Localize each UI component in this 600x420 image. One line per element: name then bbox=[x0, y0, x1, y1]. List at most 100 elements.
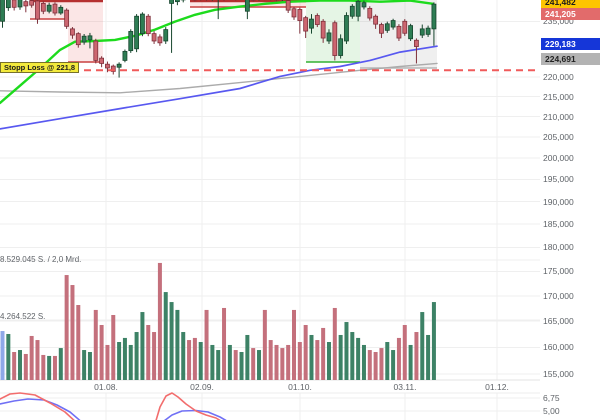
candle-body[interactable] bbox=[390, 20, 396, 28]
volume-bar[interactable] bbox=[87, 352, 92, 380]
volume-bar[interactable] bbox=[140, 312, 145, 380]
candle-body[interactable] bbox=[116, 63, 122, 68]
candle-body[interactable] bbox=[425, 27, 431, 35]
volume-bar[interactable] bbox=[41, 354, 46, 380]
date-tick-label[interactable]: 03.11. bbox=[393, 382, 417, 392]
volume-bar[interactable] bbox=[82, 350, 87, 380]
volume-bar[interactable] bbox=[23, 353, 28, 380]
volume-bar[interactable] bbox=[52, 355, 57, 380]
volume-bar[interactable] bbox=[391, 350, 396, 380]
candle-body[interactable] bbox=[361, 2, 367, 8]
volume-bar[interactable] bbox=[315, 340, 320, 380]
candle-body[interactable] bbox=[373, 15, 379, 25]
volume-bar[interactable] bbox=[426, 334, 431, 380]
volume-bar[interactable] bbox=[338, 334, 343, 380]
candle-body[interactable] bbox=[99, 57, 105, 64]
date-tick-label[interactable]: 01.12. bbox=[485, 382, 509, 392]
volume-bar[interactable] bbox=[6, 333, 11, 380]
volume-bar[interactable] bbox=[128, 344, 133, 380]
volume-bar[interactable] bbox=[192, 337, 197, 380]
volume-bar[interactable] bbox=[99, 324, 104, 380]
volume-bar[interactable] bbox=[76, 305, 81, 380]
volume-bar[interactable] bbox=[134, 332, 139, 380]
candle-body[interactable] bbox=[46, 4, 52, 12]
candle-body[interactable] bbox=[23, 1, 29, 7]
candle-body[interactable] bbox=[93, 40, 99, 61]
volume-bar[interactable] bbox=[122, 337, 127, 380]
volume-bar[interactable] bbox=[262, 309, 267, 380]
candle-body[interactable] bbox=[367, 7, 373, 19]
candle-body[interactable] bbox=[140, 13, 145, 35]
candle-body[interactable] bbox=[151, 33, 157, 42]
volume-bar[interactable] bbox=[111, 314, 116, 380]
volume-bar[interactable] bbox=[361, 344, 366, 380]
candle-body[interactable] bbox=[0, 0, 5, 22]
volume-bar[interactable] bbox=[408, 344, 413, 380]
volume-bar[interactable] bbox=[402, 324, 407, 380]
volume-bar[interactable] bbox=[35, 340, 40, 380]
candle-body[interactable] bbox=[70, 28, 75, 36]
volume-bar[interactable] bbox=[227, 344, 232, 380]
candle-body[interactable] bbox=[355, 0, 361, 17]
volume-bar[interactable] bbox=[431, 302, 436, 380]
candle-body[interactable] bbox=[408, 25, 414, 40]
volume-bar[interactable] bbox=[163, 292, 168, 380]
candle-body[interactable] bbox=[303, 17, 309, 32]
volume-bar[interactable] bbox=[29, 335, 34, 380]
candle-body[interactable] bbox=[402, 20, 408, 34]
volume-bar[interactable] bbox=[216, 350, 221, 380]
volume-bar[interactable] bbox=[251, 348, 256, 380]
volume-bar[interactable] bbox=[297, 342, 302, 380]
candle-body[interactable] bbox=[379, 24, 384, 34]
volume-bar[interactable] bbox=[12, 352, 17, 380]
date-tick-label[interactable]: 01.10. bbox=[288, 382, 312, 392]
volume-bar[interactable] bbox=[396, 337, 401, 380]
candle-body[interactable] bbox=[344, 15, 349, 42]
candle-body[interactable] bbox=[17, 0, 23, 8]
volume-bar[interactable] bbox=[0, 331, 5, 380]
candle-body[interactable] bbox=[414, 39, 419, 47]
candle-body[interactable] bbox=[244, 0, 250, 12]
volume-bar[interactable] bbox=[117, 342, 122, 380]
volume-bar[interactable] bbox=[280, 348, 285, 380]
candle-body[interactable] bbox=[291, 8, 297, 18]
volume-bar[interactable] bbox=[344, 322, 349, 380]
candle-body[interactable] bbox=[64, 9, 70, 27]
volume-bar[interactable] bbox=[367, 350, 372, 380]
candle-body[interactable] bbox=[110, 65, 116, 72]
date-tick-label[interactable]: 02.09. bbox=[190, 382, 214, 392]
candle-body[interactable] bbox=[122, 50, 128, 61]
volume-bar[interactable] bbox=[321, 327, 326, 380]
candle-body[interactable] bbox=[11, 0, 17, 8]
candle-body[interactable] bbox=[163, 29, 169, 42]
volume-bar[interactable] bbox=[373, 352, 378, 380]
candle-body[interactable] bbox=[326, 32, 332, 42]
volume-bar[interactable] bbox=[385, 342, 390, 380]
candle-body[interactable] bbox=[332, 22, 338, 56]
candle-body[interactable] bbox=[349, 5, 355, 17]
candle-body[interactable] bbox=[75, 33, 81, 46]
candle-body[interactable] bbox=[285, 0, 291, 11]
candle-body[interactable] bbox=[320, 20, 326, 39]
candle-body[interactable] bbox=[169, 0, 174, 4]
volume-bar[interactable] bbox=[356, 337, 361, 380]
candle-body[interactable] bbox=[309, 18, 314, 29]
volume-bar[interactable] bbox=[326, 342, 331, 380]
volume-bar[interactable] bbox=[93, 309, 98, 380]
volume-bar[interactable] bbox=[204, 309, 209, 380]
candle-body[interactable] bbox=[297, 9, 303, 21]
candle-body[interactable] bbox=[338, 38, 344, 56]
volume-bar[interactable] bbox=[222, 307, 227, 380]
date-tick-label[interactable]: 01.08. bbox=[94, 382, 118, 392]
candle-body[interactable] bbox=[29, 0, 35, 6]
stop-loss-label[interactable]: Stopp Loss @ 221,8 bbox=[0, 62, 80, 73]
candle-body[interactable] bbox=[134, 15, 139, 50]
volume-bar[interactable] bbox=[233, 350, 238, 380]
volume-bar[interactable] bbox=[105, 344, 110, 380]
candle-body[interactable] bbox=[396, 25, 402, 39]
candle-body[interactable] bbox=[58, 6, 64, 14]
candle-body[interactable] bbox=[81, 35, 87, 43]
candle-body[interactable] bbox=[105, 63, 110, 69]
candle-body[interactable] bbox=[87, 35, 93, 41]
